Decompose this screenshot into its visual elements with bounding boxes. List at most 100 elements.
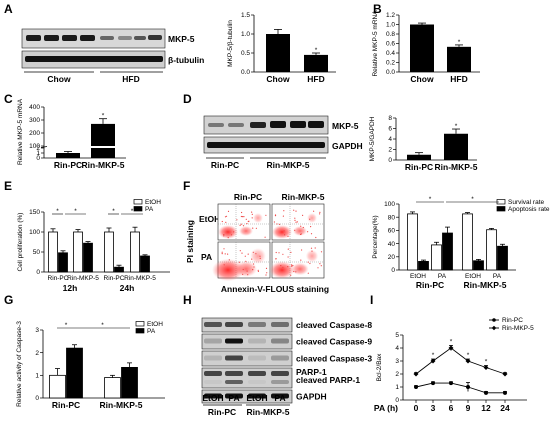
flow-plot-event	[310, 247, 313, 249]
chart-f-bar	[497, 245, 508, 271]
chart-f-bar	[442, 232, 453, 271]
flow-plot-event	[287, 235, 289, 237]
chart-i-line	[415, 382, 505, 394]
chart-d-y-tick-label: 4	[388, 136, 392, 143]
chart-d-y-tick-label: 8	[388, 115, 392, 122]
chart-i-point	[431, 381, 435, 386]
blot-h-strip-group: cleaved Caspase-8	[201, 317, 372, 333]
chart-g-legend-swatch	[135, 321, 145, 327]
chart-b-y-tick-label: 0.4	[386, 50, 395, 57]
chart-a: 0.0 0.5 1.0 1.5 MKP-5/β-tubulin Chow * HFD	[227, 12, 336, 84]
chart-e-bar	[48, 231, 58, 273]
flow-plot-cluster	[307, 213, 317, 223]
chart-f-subgroup-label: PA	[493, 273, 502, 280]
chart-b-category-label: HFD	[450, 74, 467, 84]
flow-plot-event	[282, 253, 284, 255]
flow-plot-event	[257, 270, 259, 272]
chart-i-point	[448, 345, 454, 351]
chart-i-x-tick-label: 9	[466, 403, 471, 413]
blot-h-row-label: cleaved Caspase-8	[296, 320, 372, 330]
flow-plot-event	[240, 215, 242, 218]
chart-e-sig-mark: *	[131, 208, 134, 215]
flow-plot-event	[239, 250, 241, 252]
chart-g-bar	[104, 377, 121, 399]
blot-h-band	[271, 322, 289, 327]
blot-h-band	[204, 338, 222, 344]
blot-h-group-label: Rin-MKP-5	[247, 407, 290, 417]
flow-plot-cluster	[234, 261, 258, 277]
chart-e-bar	[83, 242, 93, 273]
chart-f-bar	[473, 260, 484, 271]
chart-f: 0 20 40 60 80 100 Percentage(%) Survival rateAp…	[372, 196, 550, 290]
flow-plot-event	[226, 231, 228, 233]
chart-a-y-tick-label: 1.0	[241, 31, 250, 38]
flow-plot-event	[311, 250, 313, 252]
flow-plot-event	[319, 263, 321, 265]
flow-plot-event	[284, 234, 286, 236]
chart-f-bar	[486, 229, 497, 271]
panel-label-e: E	[4, 179, 12, 193]
chart-f-y-tick-label: 20	[388, 254, 396, 261]
flow-plot	[217, 203, 271, 241]
flow-plot-event	[252, 269, 254, 271]
flow-plot-event	[225, 221, 227, 223]
flow-plot-event	[240, 223, 242, 225]
chart-f-sig-mark: *	[471, 196, 474, 203]
flow-plot-event	[227, 253, 229, 255]
chart-c-category-label: Rin-MKP-5	[82, 160, 125, 170]
flow-plot-event	[280, 265, 282, 267]
chart-a-y-tick-label: 1.5	[241, 12, 250, 19]
chart-c-bar	[56, 153, 80, 158]
flow-plot-event	[313, 210, 315, 212]
blot-a-group-label: Chow	[47, 74, 71, 84]
flow-plot-event	[302, 214, 304, 216]
chart-e-subgroup-label: Rin-MKP-5	[67, 275, 99, 282]
flow-plot-event	[282, 266, 284, 268]
flow-plot-event	[239, 224, 241, 226]
chart-f-bar	[418, 261, 429, 271]
chart-e-legend-swatch	[133, 206, 143, 212]
chart-a-category-label: HFD	[307, 74, 324, 84]
blot-h-band	[271, 338, 289, 344]
flow-plot-event	[242, 216, 244, 218]
flow-plot-event	[291, 264, 293, 266]
chart-c-y-tick-label: 400	[29, 104, 40, 111]
chart-a-category-label: Chow	[266, 74, 290, 84]
chart-g-y-tick-label: 2	[35, 350, 39, 357]
flow-plot-event	[282, 215, 284, 217]
blot-d-band	[250, 122, 266, 128]
blot-h-lane-label: EtOH	[202, 393, 223, 403]
flow-plot-event	[251, 217, 253, 219]
flow-plot-event	[221, 253, 223, 255]
flow-plot-event	[259, 255, 261, 257]
chart-e-group-label: 24h	[120, 283, 135, 293]
western-blot-a: MKP-5 β-tubulin Chow HFD	[21, 28, 204, 84]
chart-i-y-tick-label: 1	[395, 384, 399, 391]
chart-i-point	[413, 371, 419, 377]
blot-a-band	[80, 35, 95, 41]
chart-i-sig-mark: *	[450, 338, 453, 345]
blot-h-strip	[201, 350, 293, 367]
blot-h-row-label: cleaved Caspase-3	[296, 354, 372, 364]
chart-g-legend-label: EtOH	[147, 321, 163, 328]
chart-d-y-tick-label: 0	[388, 157, 392, 164]
blot-h-band	[204, 380, 222, 384]
chart-i-point	[414, 385, 418, 389]
chart-e-bar	[73, 231, 83, 273]
chart-i-legend-label: Rin-MKP-5	[502, 325, 534, 332]
flow-plot-event	[228, 259, 230, 261]
flow-plot-event	[283, 210, 285, 212]
blot-h-band	[248, 338, 266, 344]
blot-h-band	[225, 380, 243, 384]
flow-plot-event	[291, 265, 293, 267]
chart-a-y-tick-label: 0.5	[241, 50, 250, 57]
chart-i-y-tick-label: 2	[395, 371, 399, 378]
flow-plot-event	[299, 233, 302, 235]
chart-b-y-tick-label: 0.8	[386, 31, 395, 38]
chart-c-y-tick-label: 200	[29, 130, 40, 137]
flow-plot-event	[309, 262, 311, 265]
flow-y-label: PI staining	[185, 220, 195, 263]
chart-i-y-axis-label: Bcl-2/Bax	[376, 353, 383, 382]
